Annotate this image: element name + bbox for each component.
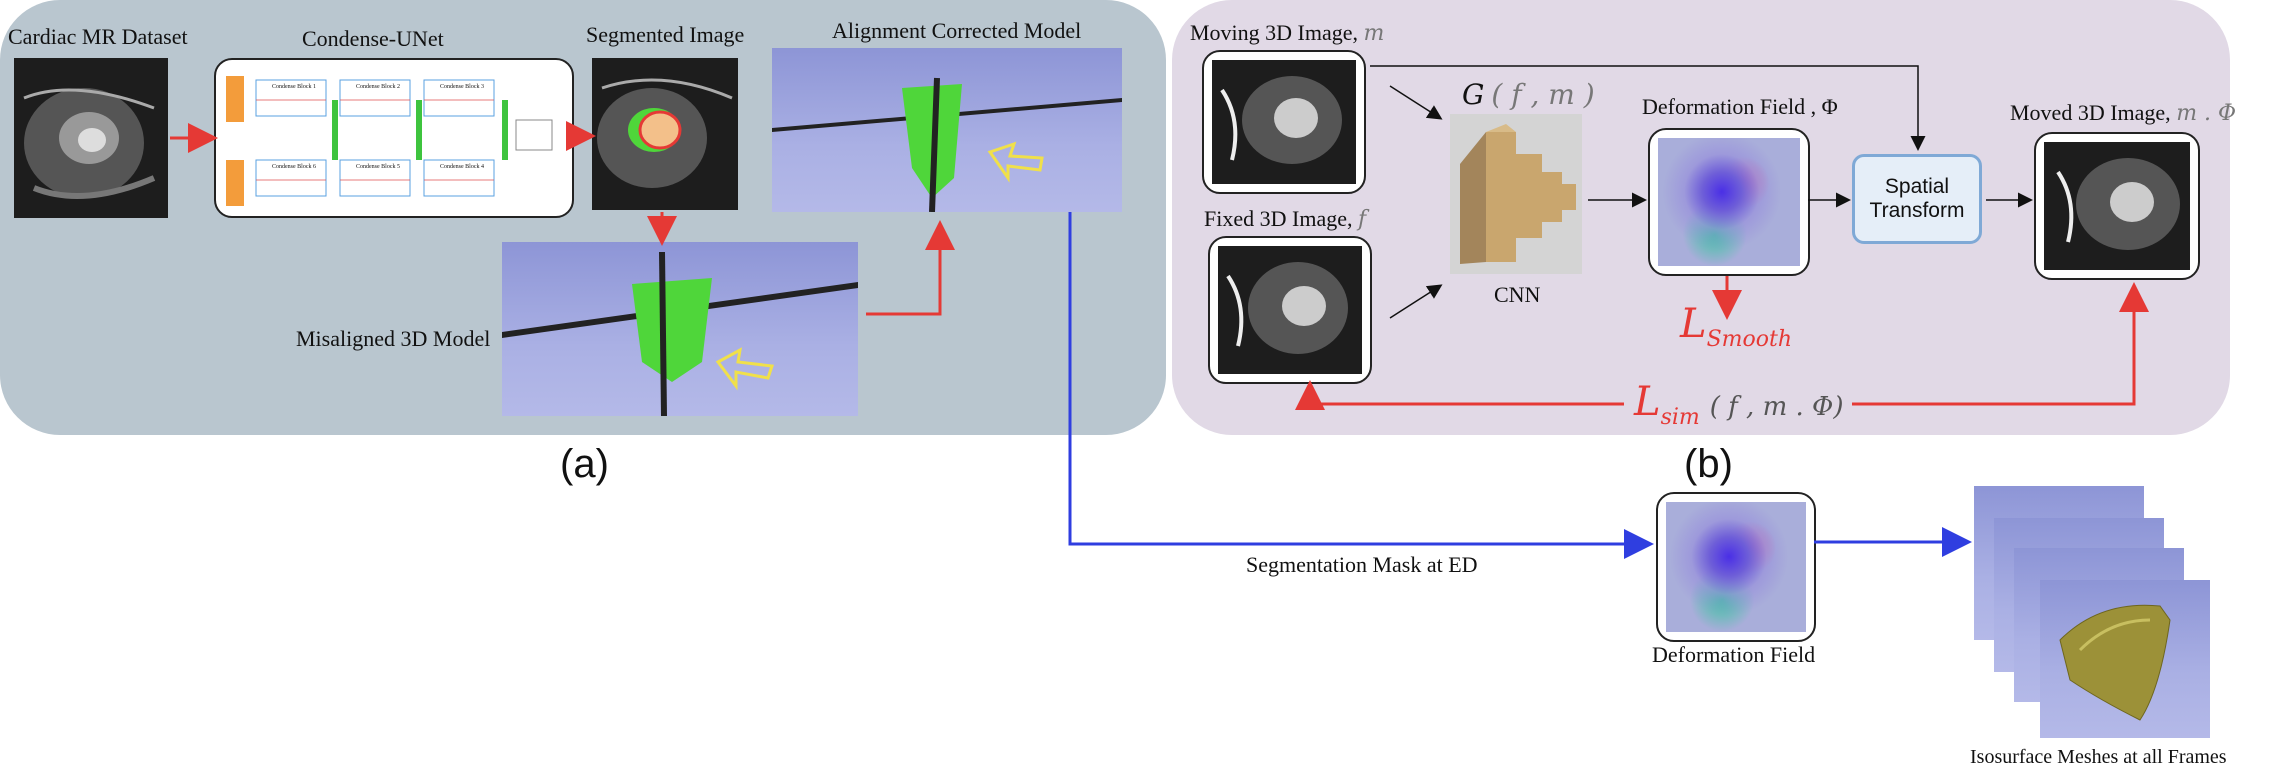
- arrow-aligned-to-deformation: [1068, 212, 1654, 559]
- l-smooth-label: LSmooth: [1680, 301, 1792, 352]
- fixed-image-label: Fixed 3D Image, f: [1204, 206, 1367, 232]
- segmented-image-label: Segmented Image: [586, 22, 745, 47]
- arrow-misaligned-to-aligned: [866, 220, 955, 316]
- spatial-transform-line1: Spatial: [1884, 175, 1950, 198]
- condense-unet-label: Condense-UNet: [302, 26, 444, 51]
- spatial-transform-line2: Transform: [1869, 199, 1965, 222]
- spatial-transform-box: Spatial Transform: [1852, 154, 1982, 244]
- moving-image-box: [1202, 50, 1366, 194]
- moved-image: [2044, 142, 2190, 270]
- fixed-image-box: [1208, 236, 1372, 384]
- condense-unet-diagram: Condense Block 1 Condense Block 2 Conden…: [214, 58, 574, 218]
- cnn-label: CNN: [1494, 282, 1541, 307]
- deformation-field-image: [1658, 138, 1800, 266]
- deformation-field-box: [1648, 128, 1810, 276]
- unet-block-label: Condense Block 2: [356, 84, 400, 90]
- unet-block-label: Condense Block 1: [272, 84, 316, 90]
- caption-a: (a): [560, 442, 609, 486]
- caption-b: (b): [1684, 442, 1733, 486]
- moving-image: [1212, 60, 1356, 184]
- l-sim-label: Lsim ( f , m . Φ): [1634, 379, 1844, 430]
- cnn-block: [1450, 114, 1582, 274]
- unet-block-label: Condense Block 5: [356, 164, 400, 170]
- moving-image-label: Moving 3D Image, m: [1190, 20, 1385, 46]
- cardiac-mr-dataset-label: Cardiac MR Dataset: [8, 24, 188, 49]
- moved-image-label: Moved 3D Image, m . Φ: [2010, 100, 2237, 126]
- aligned-3d-model: [772, 48, 1122, 213]
- arrow-lsim-to-fixed: [1295, 380, 1624, 410]
- isosurface-mesh-4: [2040, 580, 2210, 738]
- misaligned-3d-model-label: Misaligned 3D Model: [296, 326, 491, 351]
- segmentation-mask-label: Segmentation Mask at ED: [1246, 552, 1478, 577]
- segmented-image: [592, 58, 738, 210]
- arrow-fixed-to-cnn: [1389, 284, 1443, 319]
- alignment-corrected-label: Alignment Corrected Model: [832, 18, 1082, 43]
- bottom-deformation-field-image: [1666, 502, 1806, 632]
- g-function-label: G ( f , m ): [1462, 78, 1595, 111]
- arrow-moving-to-cnn: [1389, 85, 1443, 120]
- deformation-field-label: Deformation Field , Φ: [1642, 94, 1838, 119]
- arrow-lsim-to-moved: [1852, 282, 2149, 406]
- unet-block-label: Condense Block 4: [440, 164, 484, 170]
- bottom-deformation-field-label: Deformation Field: [1652, 642, 1816, 667]
- misaligned-3d-model: [502, 242, 858, 417]
- fixed-image: [1218, 246, 1362, 374]
- bottom-deformation-field-box: [1656, 492, 1816, 642]
- cardiac-mr-image: [14, 58, 168, 218]
- unet-block-label: Condense Block 3: [440, 84, 484, 90]
- arrow-moving-to-spatial: [1370, 65, 1926, 151]
- unet-block-label: Condense Block 6: [272, 164, 316, 170]
- isosurface-meshes-label: Isosurface Meshes at all Frames: [1970, 746, 2227, 768]
- moved-image-box: [2034, 132, 2200, 280]
